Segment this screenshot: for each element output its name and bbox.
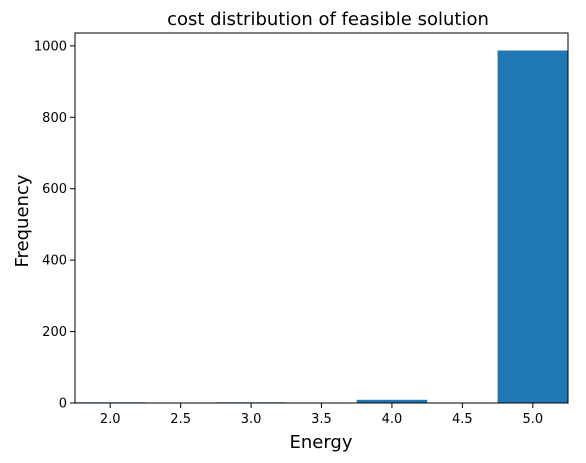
- bar-energy-5: [497, 50, 568, 403]
- chart-title: cost distribution of feasible solution: [167, 9, 489, 30]
- y-tick-label: 600: [42, 182, 67, 197]
- x-ticks-group: 2.0 2.5 3.0 3.5 4.0 4.5 5.0: [100, 403, 543, 427]
- x-tick-label: 4.0: [382, 412, 403, 427]
- y-tick-label: 400: [42, 254, 67, 269]
- plot-frame: [74, 32, 569, 404]
- bar-energy-4: [356, 399, 428, 403]
- x-tick-label: 3.0: [241, 412, 262, 427]
- x-tick-label: 2.0: [100, 412, 121, 427]
- y-tick-label: 200: [42, 325, 67, 340]
- x-tick-label: 2.5: [170, 412, 191, 427]
- x-tick-label: 4.5: [452, 412, 473, 427]
- y-tick-label: 0: [59, 397, 67, 412]
- y-ticks-group: 0 200 400 600 800 1000: [34, 39, 75, 412]
- bars-group: [75, 50, 568, 403]
- y-tick-label: 1000: [34, 39, 67, 54]
- y-axis-label: Frequency: [12, 174, 33, 267]
- x-axis-label: Energy: [289, 432, 352, 453]
- x-tick-label: 5.0: [522, 412, 543, 427]
- x-tick-label: 3.5: [311, 412, 332, 427]
- y-tick-label: 800: [42, 111, 67, 126]
